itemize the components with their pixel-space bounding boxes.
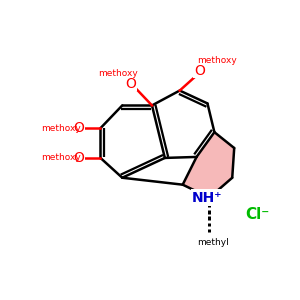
Text: O: O: [73, 151, 84, 165]
Text: methoxy: methoxy: [197, 56, 237, 65]
Text: Cl⁻: Cl⁻: [245, 207, 269, 222]
Text: methoxy: methoxy: [98, 69, 138, 78]
Text: O: O: [194, 64, 205, 78]
Polygon shape: [183, 132, 234, 198]
Text: O: O: [126, 76, 136, 91]
Text: methoxy: methoxy: [41, 124, 81, 133]
Text: NH⁺: NH⁺: [192, 190, 223, 205]
Text: methyl: methyl: [197, 238, 229, 247]
Text: methoxy: methoxy: [41, 153, 81, 162]
Text: O: O: [73, 121, 84, 135]
